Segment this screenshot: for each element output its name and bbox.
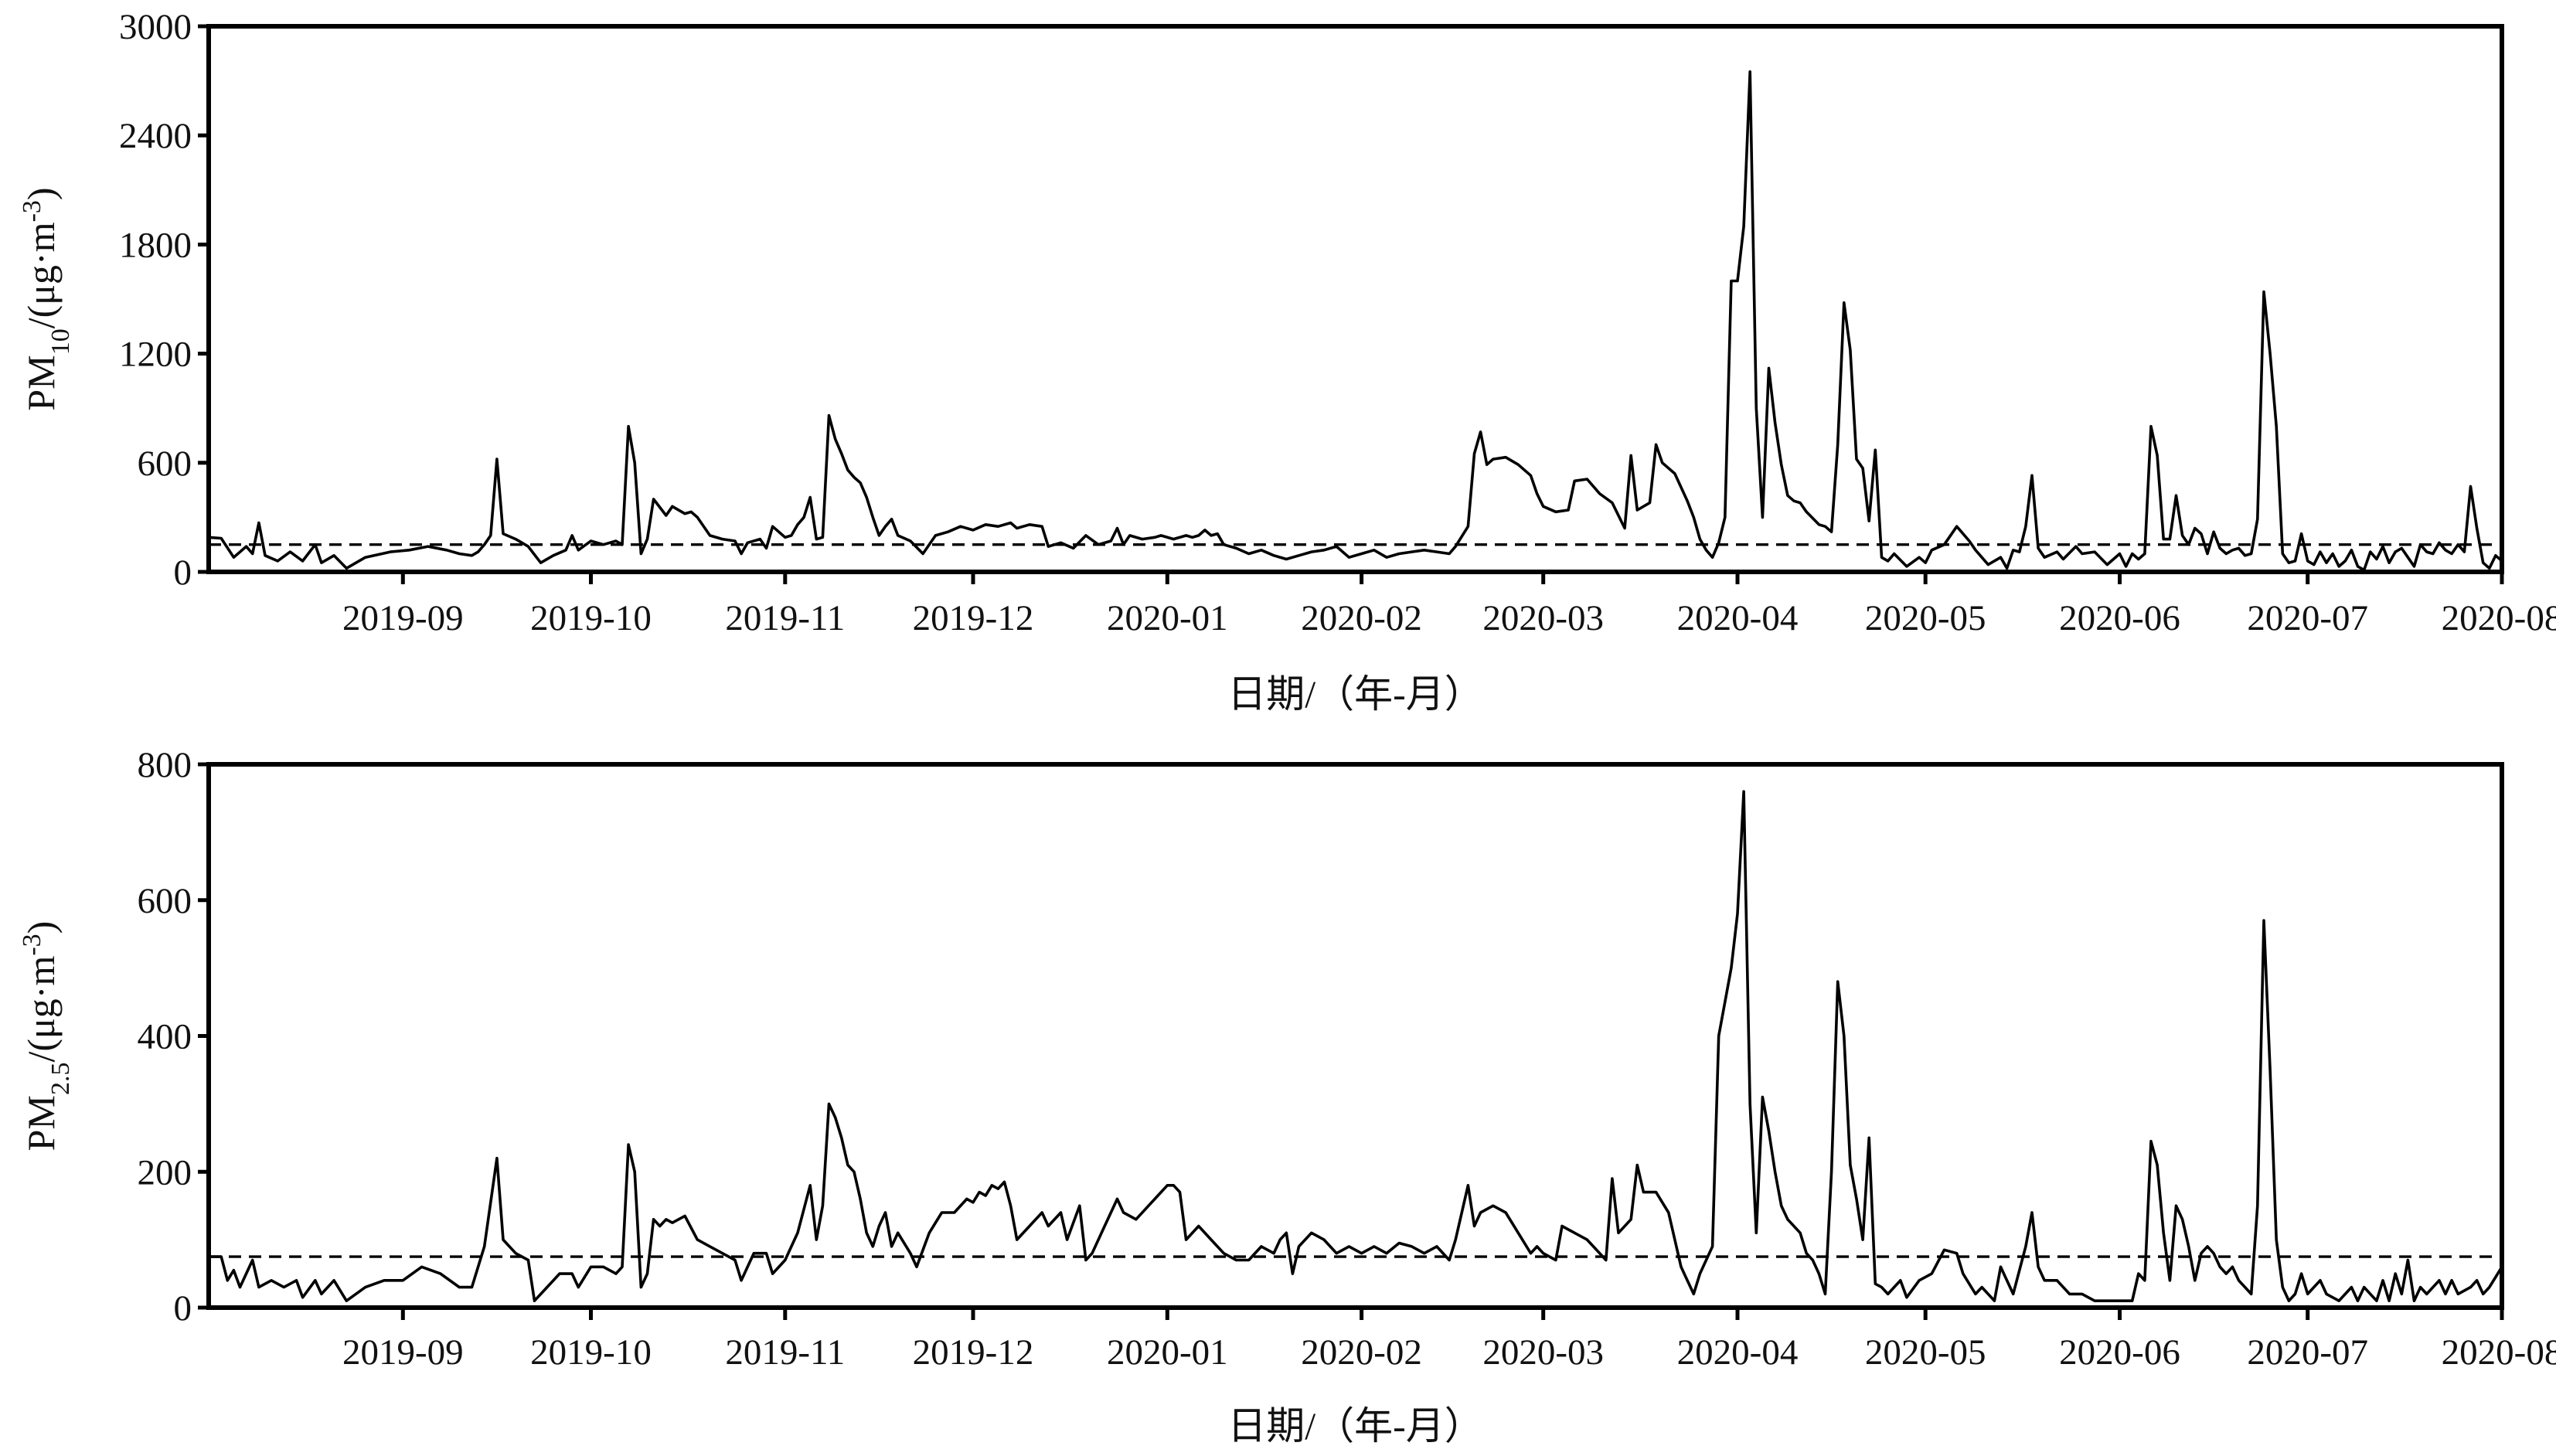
y-tick-label: 400 [138, 1017, 192, 1057]
x-tick-label: 2020-03 [1482, 1332, 1604, 1373]
x-tick-label: 2020-03 [1482, 598, 1604, 638]
x-tick-label: 2020-05 [1865, 1332, 1986, 1373]
x-tick-label: 2020-07 [2247, 1332, 2368, 1373]
x-tick-label: 2020-01 [1107, 598, 1228, 638]
x-tick-label: 2020-06 [2059, 598, 2180, 638]
x-tick-label: 2020-02 [1301, 1332, 1422, 1373]
x-tick-label: 2020-07 [2247, 598, 2368, 638]
x-tick-label: 2019-12 [913, 598, 1034, 638]
x-tick-label: 2019-10 [530, 1332, 652, 1373]
y-tick-label: 0 [174, 1288, 192, 1328]
chart-panel-2: 0 200 400 600 800 2019-09 2019-10 2019-11 2019-1… [18, 745, 2556, 1447]
x-tick-label: 2020-02 [1301, 598, 1422, 638]
y-tick-label: 200 [138, 1152, 192, 1192]
x-tick-label: 2020-06 [2059, 1332, 2180, 1373]
y-tick-label: 2400 [119, 116, 192, 156]
x-tick-label: 2020-04 [1677, 1332, 1799, 1373]
x-tick-label: 2020-05 [1865, 598, 1986, 638]
plot-frame [206, 762, 2504, 1310]
x-axis-title: 日期/（年-月） [1227, 672, 1483, 716]
x-tick-label: 2019-11 [725, 598, 845, 638]
y-tick-label: 3000 [119, 7, 192, 47]
x-tick-label: 2020-08 [2442, 1332, 2556, 1373]
x-tick-label: 2019-11 [725, 1332, 845, 1373]
x-tick-label: 2019-12 [913, 1332, 1034, 1373]
y-tick-label: 0 [174, 553, 192, 593]
y-axis-title: PM10/(μg·m-3) [18, 187, 75, 410]
x-tick-label: 2019-09 [342, 598, 464, 638]
y-tick-label: 800 [138, 745, 192, 785]
series-line [209, 790, 2503, 1302]
y-tick-label: 600 [138, 881, 192, 921]
y-tick-label: 1200 [119, 335, 192, 375]
y-tick-label: 600 [138, 444, 192, 484]
y-axis-title: PM2.5/(μg·m-3) [18, 921, 75, 1152]
x-tick-label: 2019-10 [530, 598, 652, 638]
x-tick-label: 2019-09 [342, 1332, 464, 1373]
plot-frame [206, 24, 2504, 574]
chart-panel-1: 0 600 1200 1800 2400 3000 2019-09 2019-10 2019-1… [18, 7, 2556, 716]
y-tick-label: 1800 [119, 225, 192, 265]
x-tick-label: 2020-04 [1677, 598, 1799, 638]
x-axis-title: 日期/（年-月） [1227, 1404, 1483, 1447]
x-tick-label: 2020-08 [2442, 598, 2556, 638]
series-line [208, 70, 2503, 572]
x-tick-label: 2020-01 [1107, 1332, 1228, 1373]
